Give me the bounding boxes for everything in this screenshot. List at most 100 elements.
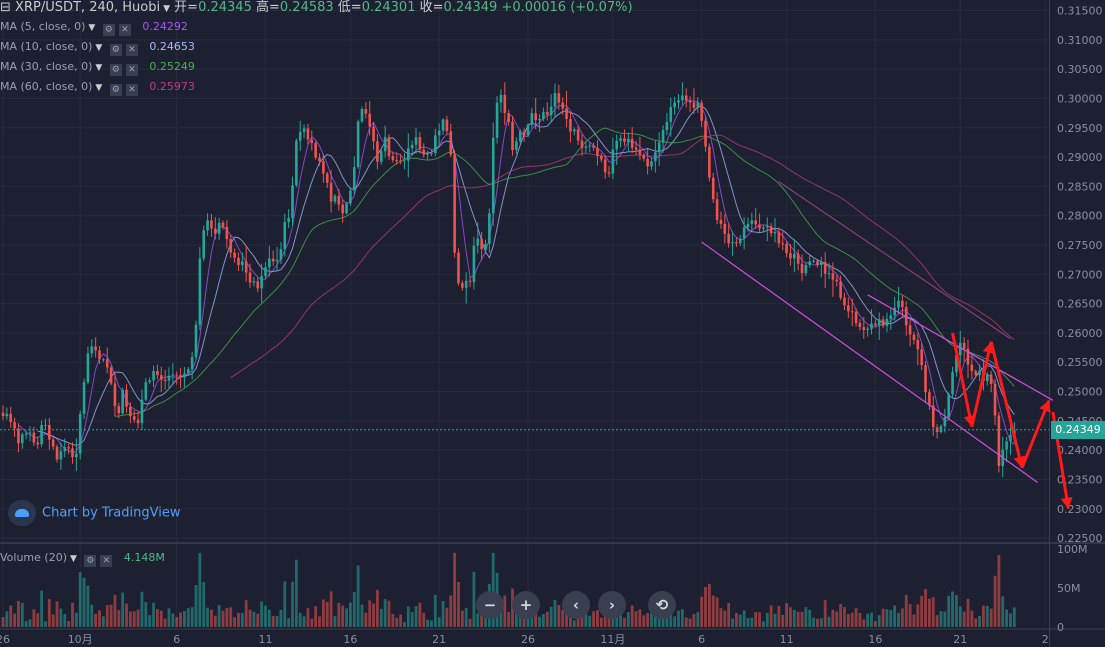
zoom-in-button[interactable]: + <box>512 591 540 619</box>
price-tick-label: 0.26500 <box>1057 298 1103 311</box>
candle-body <box>750 220 754 224</box>
candle-body <box>376 141 379 162</box>
indicator-ma30[interactable]: MA (30, close, 0) ▼ ⚙ ✕ 0.25249 <box>0 59 195 76</box>
close-icon[interactable]: ✕ <box>100 555 113 567</box>
candle-body <box>955 355 958 373</box>
chevron-down-icon[interactable]: ▼ <box>95 83 103 93</box>
chevron-down-icon[interactable]: ▼ <box>70 554 77 564</box>
time-tick-label: 2 <box>1042 633 1049 646</box>
volume-bar <box>607 618 611 627</box>
close-icon[interactable]: ✕ <box>125 64 138 76</box>
candle-body <box>67 447 70 449</box>
candle-body <box>484 243 487 250</box>
volume-bar <box>951 591 954 627</box>
volume-bar <box>98 610 101 627</box>
candle-body <box>939 426 943 432</box>
volume-bar <box>298 612 302 627</box>
volume-bar <box>244 600 248 627</box>
candle-body <box>986 374 989 381</box>
volume-bar <box>688 618 692 627</box>
candle-body <box>268 258 271 268</box>
candle-body <box>684 95 688 101</box>
volume-bar <box>399 614 402 627</box>
candle-body <box>885 318 889 326</box>
settings-icon[interactable]: ⚙ <box>109 64 122 76</box>
candle-body <box>997 415 1001 466</box>
volume-bar <box>457 581 460 627</box>
symbol-label[interactable]: XRP/USDT, 240, Huobi <box>15 0 161 15</box>
volume-bar <box>750 617 754 627</box>
close-icon[interactable]: ✕ <box>125 84 138 96</box>
volume-bar <box>237 612 240 627</box>
candle-body <box>588 145 592 147</box>
candle-body <box>418 137 422 150</box>
chevron-down-icon[interactable]: ▼ <box>95 63 103 73</box>
chevron-down-icon[interactable]: ▼ <box>88 23 96 33</box>
volume-bar <box>260 601 264 627</box>
candle-body <box>634 147 638 150</box>
volume-bar <box>279 609 283 627</box>
close-icon[interactable]: ✕ <box>125 44 138 56</box>
reset-button[interactable]: ⟲ <box>648 591 676 619</box>
volume-bar <box>928 598 931 627</box>
menu-square-icon[interactable]: ⊟ <box>0 0 11 15</box>
candle-body <box>642 154 646 159</box>
volume-bar <box>109 604 113 627</box>
candle-body <box>958 342 962 356</box>
volume-bar <box>379 608 383 627</box>
zoom-out-button[interactable]: − <box>476 591 504 619</box>
candle-body <box>260 276 263 289</box>
volume-bar <box>403 622 406 627</box>
settings-icon[interactable]: ⚙ <box>109 84 122 96</box>
candle-body <box>457 252 460 284</box>
indicator-ma60[interactable]: MA (60, close, 0) ▼ ⚙ ✕ 0.25973 <box>0 79 195 96</box>
chevron-down-icon[interactable]: ▼ <box>95 43 103 53</box>
candle-body <box>916 339 920 350</box>
volume-bar <box>194 584 198 627</box>
settings-icon[interactable]: ⚙ <box>84 555 97 567</box>
volume-bar <box>464 608 468 627</box>
candle-body <box>449 131 453 155</box>
volume-bar <box>974 618 978 627</box>
candle-body <box>711 177 715 200</box>
settings-icon[interactable]: ⚙ <box>102 24 115 36</box>
volume-bar <box>364 612 368 627</box>
candle-body <box>804 264 808 274</box>
volume-bar <box>117 610 121 627</box>
candle-body <box>395 160 399 162</box>
candle-body <box>931 405 935 428</box>
settings-icon[interactable]: ⚙ <box>109 44 122 56</box>
candle-body <box>399 160 402 162</box>
candle-body <box>63 447 67 452</box>
candle-body <box>109 367 113 384</box>
candle-body <box>295 140 298 186</box>
scroll-left-button[interactable]: ‹ <box>562 591 590 619</box>
candle-body <box>488 213 491 244</box>
symbol-caret-icon[interactable]: ▼ <box>163 4 171 14</box>
candle-body <box>877 319 881 326</box>
indicator-ma5[interactable]: MA (5, close, 0) ▼ ⚙ ✕ 0.24292 <box>0 19 188 36</box>
volume-bar <box>796 611 800 627</box>
close-icon[interactable]: ✕ <box>118 24 131 36</box>
candle-body <box>735 242 738 244</box>
ma-line-60 <box>230 134 1015 379</box>
indicator-value: 0.24653 <box>149 40 195 53</box>
candle-body <box>665 121 669 131</box>
volume-bar <box>812 617 815 627</box>
volume-bar <box>40 590 43 627</box>
candle-body <box>870 323 873 329</box>
price-tick-label: 0.29000 <box>1057 151 1103 164</box>
volume-bar <box>422 612 426 627</box>
time-tick-label: 11 <box>258 633 272 646</box>
tradingview-brand[interactable]: Chart by TradingView <box>8 500 180 526</box>
candle-body <box>800 263 804 274</box>
volume-bar <box>9 605 13 627</box>
candle-body <box>928 392 931 406</box>
volume-bar <box>333 616 337 627</box>
price-tick-label: 0.22500 <box>1057 532 1103 545</box>
volume-bar <box>507 612 511 627</box>
scroll-right-button[interactable]: › <box>598 591 626 619</box>
indicator-ma10[interactable]: MA (10, close, 0) ▼ ⚙ ✕ 0.24653 <box>0 39 195 56</box>
volume-bar <box>696 612 700 627</box>
